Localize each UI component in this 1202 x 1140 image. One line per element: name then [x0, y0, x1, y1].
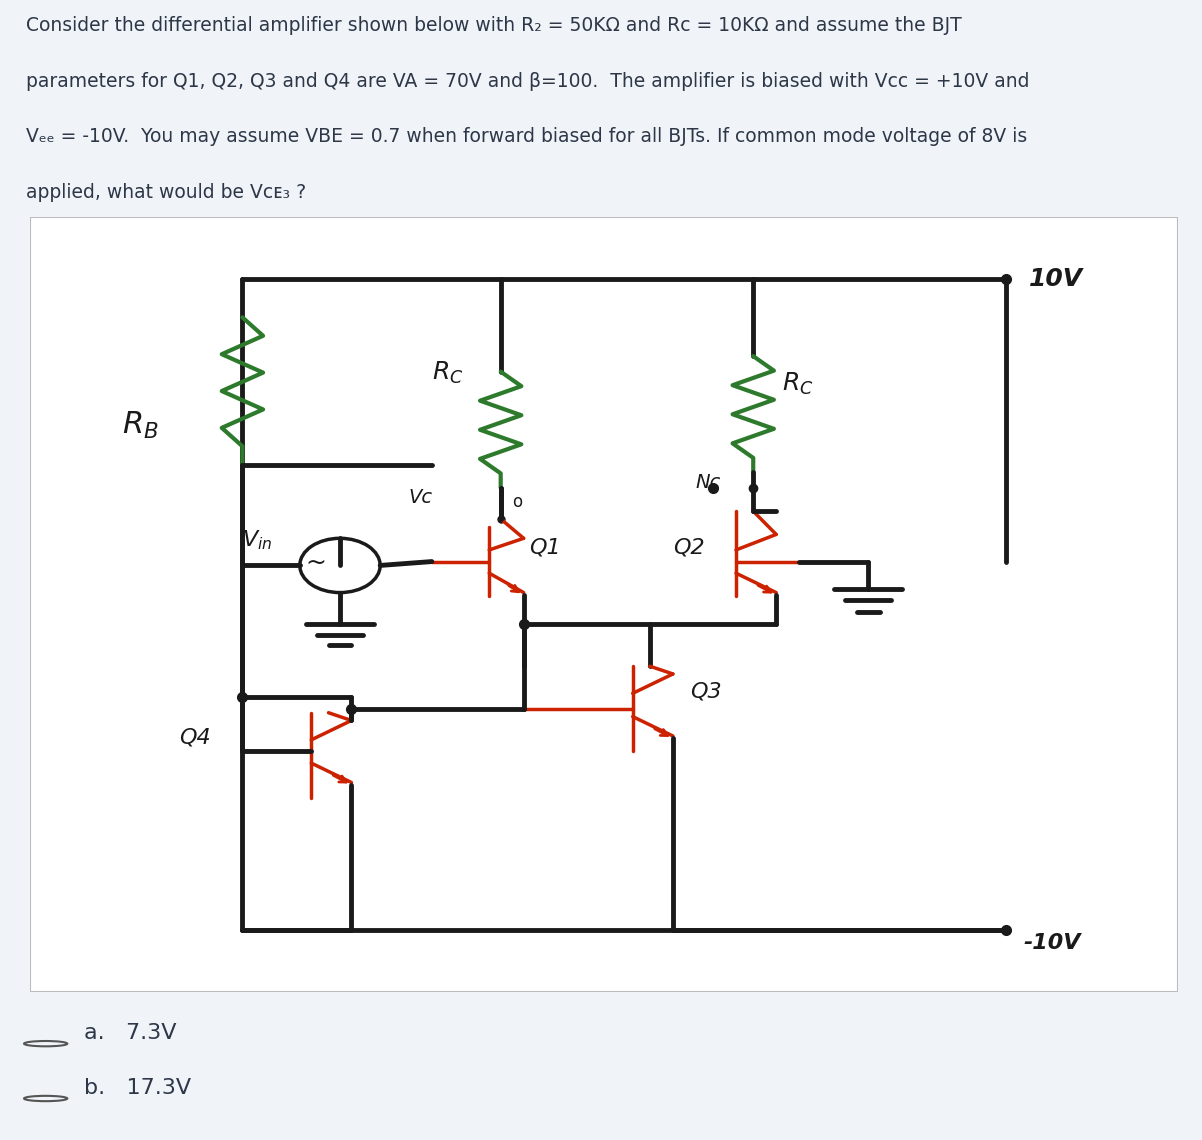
- Text: ~: ~: [305, 551, 327, 575]
- Text: parameters for Q1, Q2, Q3 and Q4 are VA = 70V and β=100.  The amplifier is biase: parameters for Q1, Q2, Q3 and Q4 are VA …: [26, 72, 1030, 91]
- Text: $R_B$: $R_B$: [121, 409, 159, 441]
- Text: -10V: -10V: [1023, 934, 1081, 953]
- Text: Q3: Q3: [690, 682, 721, 701]
- Text: b.   17.3V: b. 17.3V: [84, 1078, 191, 1098]
- Text: Q1: Q1: [529, 538, 561, 557]
- Text: $V_{in}$: $V_{in}$: [243, 528, 273, 552]
- Text: 10V: 10V: [1029, 268, 1083, 292]
- FancyBboxPatch shape: [30, 217, 1178, 992]
- Text: a.   7.3V: a. 7.3V: [84, 1024, 177, 1043]
- Text: Q2: Q2: [673, 538, 704, 557]
- Text: $R_C$: $R_C$: [432, 359, 463, 385]
- Text: Consider the differential amplifier shown below with R₂ = 50KΩ and Rᴄ = 10KΩ and: Consider the differential amplifier show…: [26, 16, 962, 35]
- Text: Nc: Nc: [696, 473, 721, 492]
- Text: applied, what would be Vᴄᴇ₃ ?: applied, what would be Vᴄᴇ₃ ?: [26, 182, 307, 202]
- Text: $R_C$: $R_C$: [783, 370, 814, 397]
- Text: Q4: Q4: [179, 727, 210, 748]
- Text: Vc: Vc: [409, 488, 433, 507]
- Text: Vₑₑ = -10V.  You may assume VBE = 0.7 when forward biased for all BJTs. If commo: Vₑₑ = -10V. You may assume VBE = 0.7 whe…: [26, 128, 1028, 146]
- Text: o: o: [512, 494, 523, 512]
